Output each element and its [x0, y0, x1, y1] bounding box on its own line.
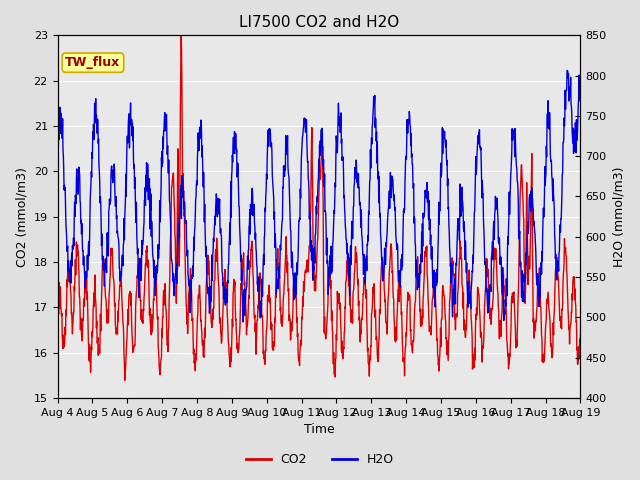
Text: TW_flux: TW_flux — [65, 56, 120, 69]
X-axis label: Time: Time — [303, 423, 334, 436]
Title: LI7500 CO2 and H2O: LI7500 CO2 and H2O — [239, 15, 399, 30]
Y-axis label: H2O (mmol/m3): H2O (mmol/m3) — [612, 167, 625, 267]
Legend: CO2, H2O: CO2, H2O — [241, 448, 399, 471]
Y-axis label: CO2 (mmol/m3): CO2 (mmol/m3) — [15, 167, 28, 266]
